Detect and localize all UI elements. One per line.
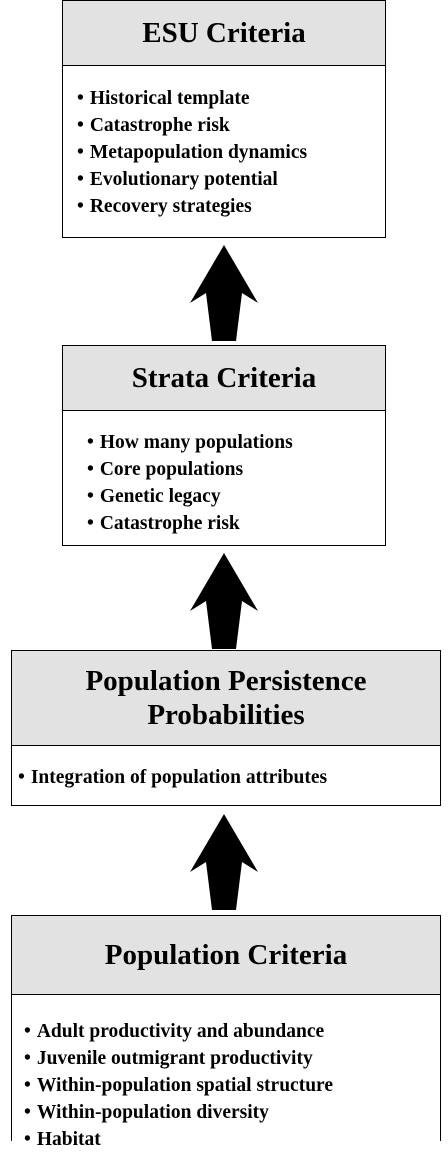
- box: ESU Criteria Historical templateCatastro…: [62, 0, 386, 238]
- list-item: Metapopulation dynamics: [77, 139, 385, 166]
- list-item: Juvenile outmigrant productivity: [24, 1045, 440, 1072]
- box-title: ESU Criteria: [63, 1, 385, 66]
- box: Strata Criteria How many populationsCore…: [62, 345, 386, 546]
- list-item: Integration of population attributes: [18, 764, 440, 791]
- box: Population Criteria Adult productivity a…: [11, 915, 441, 1150]
- list-item: Adult productivity and abundance: [24, 1018, 440, 1045]
- box-title: Population Persistence Probabilities: [12, 651, 440, 746]
- list-item: Within-population diversity: [24, 1099, 440, 1126]
- list-item: Within-population spatial structure: [24, 1072, 440, 1099]
- list: How many populationsCore populationsGene…: [63, 411, 385, 537]
- arrow: [190, 553, 258, 649]
- list-item: Historical template: [77, 85, 385, 112]
- arrow: [190, 814, 258, 910]
- list-item: How many populations: [87, 429, 385, 456]
- list-item: Catastrophe risk: [77, 112, 385, 139]
- box: Population Persistence Probabilities Int…: [11, 650, 441, 806]
- box-title: Strata Criteria: [63, 346, 385, 411]
- list-item: Evolutionary potential: [77, 166, 385, 193]
- box-title: Population Criteria: [12, 916, 440, 995]
- list-item: Habitat: [24, 1126, 440, 1153]
- arrow: [190, 245, 258, 341]
- list-item: Core populations: [87, 456, 385, 483]
- list: Historical templateCatastrophe riskMetap…: [63, 66, 385, 220]
- list-item: Catastrophe risk: [87, 510, 385, 537]
- list-item: Genetic legacy: [87, 483, 385, 510]
- list-item: Recovery strategies: [77, 193, 385, 220]
- list: Adult productivity and abundanceJuvenile…: [12, 995, 440, 1153]
- list: Integration of population attributes: [12, 746, 440, 791]
